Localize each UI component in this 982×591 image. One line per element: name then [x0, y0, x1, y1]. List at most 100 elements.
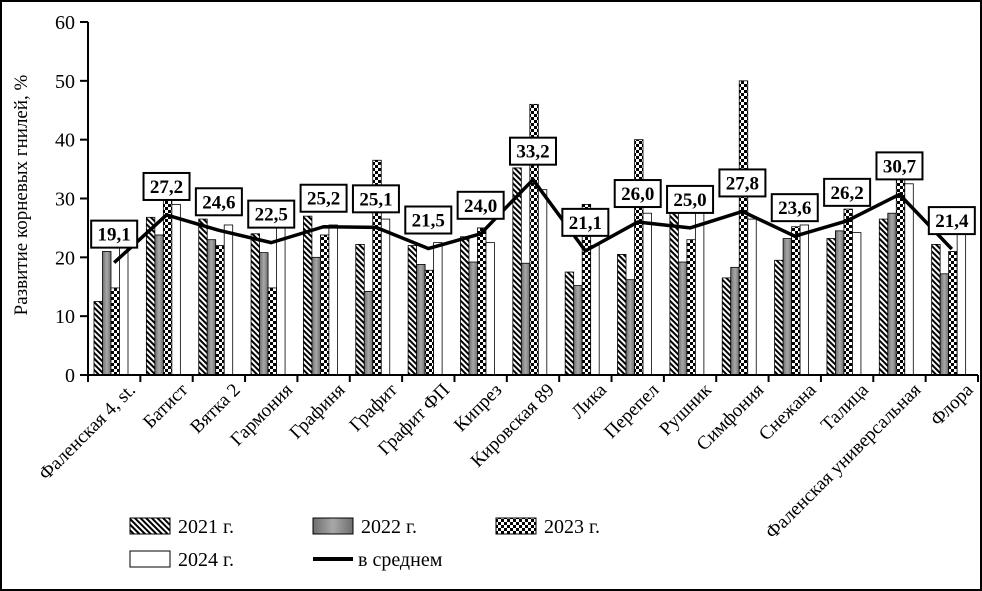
bar-gray — [573, 285, 583, 376]
y-tick-label: 20 — [55, 247, 75, 269]
y-tick-label: 0 — [65, 365, 75, 387]
bar-gray — [835, 230, 845, 376]
average-label-box — [247, 199, 296, 229]
bar-white — [485, 242, 495, 376]
average-data-label: 23,6 — [778, 198, 811, 219]
bar-gray — [468, 261, 478, 376]
average-data-label: 21,4 — [935, 211, 969, 232]
bar-white — [328, 224, 338, 376]
bar-hatch — [617, 253, 627, 376]
x-tick-label: Флора — [927, 379, 978, 430]
legend-swatch-2023 — [495, 517, 537, 535]
legend-label: 2021 г. — [178, 516, 234, 538]
average-label-box — [613, 179, 662, 209]
legend-label: 2024 г. — [178, 549, 234, 571]
x-tick-label: Графиня — [286, 380, 350, 444]
bar-checker — [424, 269, 435, 376]
average-label-box — [456, 190, 505, 220]
x-tick-label: Фаленская 4, st. — [35, 380, 140, 485]
bar-hatch — [303, 215, 313, 376]
bars — [93, 80, 967, 376]
average-data-label: 26,2 — [830, 183, 863, 204]
bar-white — [223, 224, 234, 376]
bar-white — [433, 242, 443, 376]
bar-checker — [215, 245, 225, 376]
average-data-label: 25,2 — [307, 189, 340, 210]
bar-gray — [520, 262, 531, 376]
bar-checker — [791, 226, 801, 376]
bar-white — [904, 183, 914, 376]
legend-label: 2022 г. — [361, 516, 417, 538]
y-tick-label: 10 — [55, 306, 75, 328]
average-label-box — [927, 206, 976, 236]
bar-gray — [677, 261, 688, 376]
bar-checker — [320, 234, 330, 376]
average-series: 19,1 27,2 24,6 22,5 25,2 25,1 21,5 24,0 33,2 21,1… — [90, 136, 976, 264]
bar-gray — [887, 212, 897, 376]
bar-gray — [730, 266, 740, 376]
bar-hatch — [93, 301, 103, 376]
average-data-label: 26,0 — [621, 184, 654, 205]
average-data-label: 25,1 — [359, 189, 392, 210]
average-data-label: 21,1 — [569, 213, 602, 234]
bar-white — [852, 232, 862, 376]
bar-checker — [267, 287, 277, 376]
average-label-box — [404, 205, 453, 235]
average-data-label: 27,8 — [726, 173, 759, 194]
average-label-box — [875, 151, 924, 181]
bar-checker — [110, 287, 120, 376]
legend: 2021 г. 2022 г. 2023 г. 2024 г. в среднем — [129, 516, 600, 571]
y-tick-label: 50 — [55, 71, 75, 93]
bar-gray — [206, 239, 217, 376]
average-label-box — [561, 207, 610, 237]
legend-label: 2023 г. — [544, 516, 600, 538]
y-tick-label: 60 — [55, 12, 75, 34]
bar-white — [642, 212, 652, 376]
legend-label: в среднем — [358, 549, 443, 571]
bar-checker — [634, 139, 644, 376]
average-label-box — [90, 219, 139, 249]
bar-gray — [939, 273, 950, 376]
average-label-box — [299, 183, 348, 213]
bar-hatch — [250, 233, 260, 376]
bar-checker — [738, 80, 749, 376]
y-axis: 0 10 20 30 40 50 60 — [55, 12, 89, 387]
bar-white — [590, 245, 600, 376]
average-label-box — [718, 168, 767, 198]
average-label-box — [142, 171, 191, 201]
bar-hatch — [721, 277, 732, 376]
average-label-box — [666, 184, 715, 214]
average-label-box — [509, 136, 557, 166]
bar-gray — [102, 251, 112, 376]
bar-hatch — [355, 243, 365, 376]
bar-hatch — [198, 218, 208, 376]
bar-white — [799, 224, 809, 376]
bar-hatch — [460, 236, 470, 376]
legend-swatch-2022 — [312, 517, 354, 535]
average-data-label: 24,0 — [464, 196, 497, 217]
bar-hatch — [407, 245, 418, 376]
bar-gray — [154, 234, 164, 376]
average-data-label: 19,1 — [98, 225, 131, 246]
average-data-label: 30,7 — [883, 156, 917, 177]
legend-swatch-2024 — [129, 550, 171, 568]
bar-gray — [782, 238, 792, 376]
bar-checker — [686, 239, 696, 376]
bar-gray — [416, 263, 426, 376]
y-tick-label: 30 — [55, 189, 75, 211]
bar-hatch — [931, 243, 941, 376]
average-data-label: 22,5 — [255, 205, 288, 226]
bar-white — [956, 230, 967, 376]
bar-hatch — [774, 259, 784, 376]
average-label-box — [823, 177, 872, 207]
x-tick-label: Снежана — [755, 379, 821, 445]
x-tick-label: Перепел — [600, 379, 663, 442]
bar-gray — [259, 252, 269, 376]
bar-checker — [948, 251, 958, 376]
average-data-label: 33,2 — [516, 142, 549, 163]
average-label-box — [351, 184, 400, 214]
bar-white — [747, 218, 757, 376]
average-data-label: 25,0 — [673, 190, 706, 211]
bar-white — [380, 218, 391, 376]
